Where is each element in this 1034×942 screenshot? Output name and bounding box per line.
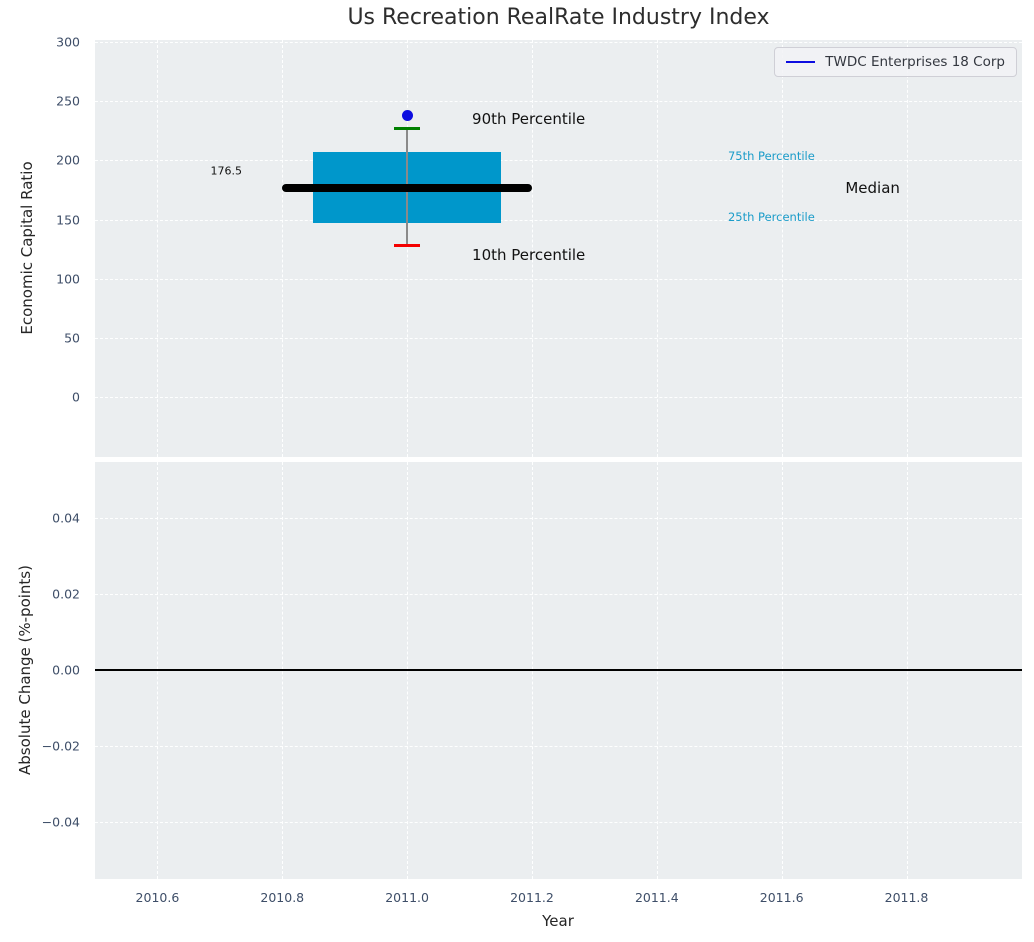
annotation-10th-percentile: 10th Percentile <box>472 246 586 265</box>
gridline-horizontal <box>95 160 1022 162</box>
top-axes-economic-capital-ratio: TWDC Enterprises 18 Corp 90th Percentile… <box>95 40 1022 457</box>
gridline-vertical <box>906 40 908 457</box>
gridline-horizontal <box>95 101 1022 103</box>
x-tick-label: 2010.6 <box>135 890 180 905</box>
x-tick-label: 2011.6 <box>759 890 804 905</box>
y-tick-label: 0.02 <box>52 586 80 602</box>
legend-label: TWDC Enterprises 18 Corp <box>825 54 1005 70</box>
annotation-25th-percentile: 25th Percentile <box>727 210 815 225</box>
annotation-90th-percentile: 90th Percentile <box>472 109 586 128</box>
x-tick-label: 2011.0 <box>385 890 429 905</box>
y-tick-label: 250 <box>56 93 80 109</box>
company-data-point <box>401 109 413 121</box>
gridline-vertical <box>157 40 159 457</box>
gridline-horizontal <box>95 278 1022 280</box>
gridline-horizontal <box>95 821 1022 823</box>
whisker-cap-10th <box>394 244 421 248</box>
median-line <box>282 184 532 193</box>
gridline-vertical <box>781 40 783 457</box>
y-tick-label: 200 <box>56 152 80 168</box>
y-tick-label: 100 <box>56 271 80 287</box>
gridline-horizontal <box>95 517 1022 519</box>
gridline-horizontal <box>95 338 1022 339</box>
gridline-vertical <box>531 40 533 457</box>
gridline-horizontal <box>95 42 1022 43</box>
gridline-vertical <box>407 40 409 457</box>
gridline-horizontal <box>95 745 1022 747</box>
x-tick-label: 2011.4 <box>634 890 679 905</box>
x-axis-label: Year <box>542 912 574 930</box>
bottom-axes-absolute-change <box>95 462 1022 879</box>
gridline-vertical <box>282 40 284 457</box>
y-tick-label: 300 <box>56 34 80 50</box>
gridline-horizontal <box>95 219 1022 221</box>
y-axis-label-top: Economic Capital Ratio <box>18 161 36 335</box>
whisker-cap-90th <box>394 126 421 130</box>
x-tick-label: 2011.2 <box>510 890 554 905</box>
annotation-median: Median <box>845 178 900 197</box>
y-tick-label: −0.02 <box>41 738 80 754</box>
y-tick-label: 0.00 <box>52 662 80 678</box>
y-tick-label: 150 <box>56 212 80 228</box>
x-tick-label: 2010.8 <box>260 890 305 905</box>
gridline-horizontal <box>95 593 1022 595</box>
gridline-horizontal <box>95 397 1022 399</box>
y-tick-label: 0 <box>72 389 80 405</box>
chart-title: Us Recreation RealRate Industry Index <box>347 5 770 30</box>
y-tick-label: 0.04 <box>52 510 80 526</box>
y-tick-label: 50 <box>64 330 80 346</box>
legend: TWDC Enterprises 18 Corp <box>774 47 1017 77</box>
legend-line-sample <box>786 61 816 63</box>
annotation-75th-percentile: 75th Percentile <box>727 148 815 163</box>
y-tick-label: −0.04 <box>41 814 80 830</box>
x-tick-label: 2011.8 <box>884 890 929 905</box>
zero-change-line <box>95 669 1022 671</box>
gridline-vertical <box>656 40 658 457</box>
annotation-176-5: 176.5 <box>210 164 242 178</box>
